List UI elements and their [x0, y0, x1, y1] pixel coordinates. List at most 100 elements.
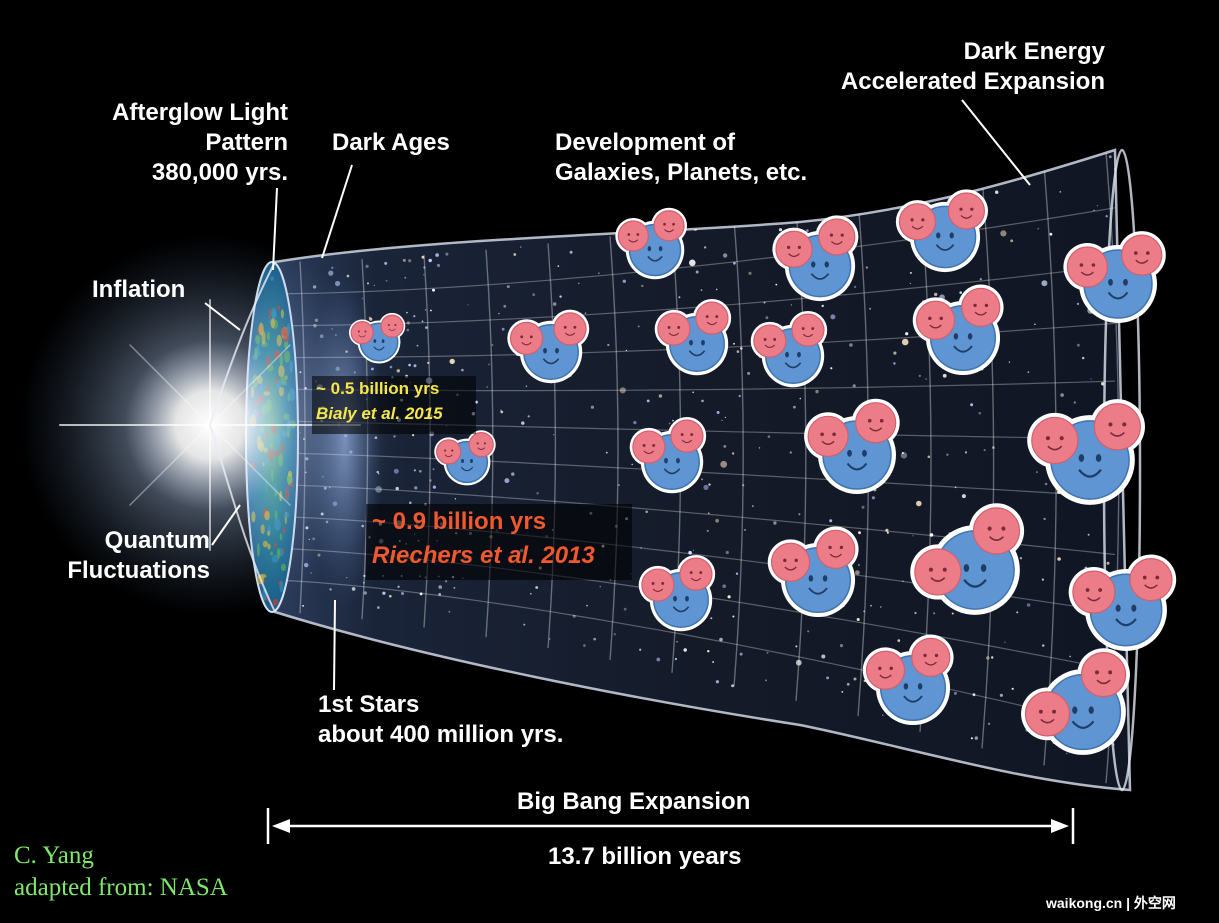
eye	[1131, 604, 1137, 612]
galaxy-speck	[622, 279, 626, 283]
galaxy-speck	[625, 349, 628, 351]
water-molecule	[910, 503, 1025, 615]
hydrogen-atom	[641, 568, 675, 602]
galaxy-speck	[331, 266, 334, 269]
galaxy-speck	[1082, 356, 1085, 360]
galaxy-speck	[688, 550, 692, 555]
galaxy-speck	[738, 394, 741, 398]
galaxy-speck	[467, 304, 469, 306]
galaxy-speck	[1011, 687, 1014, 690]
hydrogen-atom	[1024, 691, 1071, 737]
galaxy-speck	[830, 314, 836, 320]
galaxy-speck	[815, 389, 819, 394]
eye	[879, 418, 884, 423]
eye	[797, 351, 801, 358]
eye	[967, 333, 973, 340]
hydrogen-atom	[791, 313, 825, 347]
galaxy-speck	[692, 549, 695, 551]
eye	[652, 444, 656, 447]
smile	[1107, 291, 1129, 300]
smile	[784, 362, 802, 369]
galaxy-speck	[1000, 230, 1007, 237]
eye	[824, 261, 829, 268]
galaxy-speck	[461, 368, 464, 372]
galaxy-speck	[742, 484, 745, 487]
galaxy-speck	[548, 638, 551, 640]
eye	[1146, 251, 1150, 255]
galaxy-speck	[731, 452, 735, 455]
galaxy-speck	[1060, 393, 1064, 397]
galaxy-speck	[748, 271, 752, 275]
bialy-annotation: ~ 0.5 billion yrs Bialy et al. 2015	[312, 376, 476, 434]
galaxy-speck	[708, 512, 710, 514]
smile	[663, 468, 681, 475]
galaxy-speck	[901, 338, 909, 346]
eye	[903, 683, 909, 690]
smile	[846, 462, 868, 471]
galaxy-speck	[855, 570, 860, 575]
water-molecule	[1068, 554, 1177, 651]
hydrogen-atom	[855, 402, 897, 444]
galaxy-speck	[909, 271, 912, 274]
eye	[563, 325, 567, 329]
galaxy-speck	[501, 327, 505, 331]
hydrogen-atom	[1121, 234, 1163, 276]
galaxy-speck	[504, 478, 510, 484]
galaxy-speck	[428, 258, 432, 263]
galaxy-speck	[1057, 557, 1061, 561]
galaxy-speck	[1034, 323, 1036, 326]
galaxy-speck	[397, 585, 400, 588]
galaxy-speck	[328, 270, 334, 276]
galaxy-speck	[641, 284, 644, 288]
eye	[828, 545, 832, 550]
eye	[387, 324, 390, 326]
hydrogen-atom	[961, 287, 1001, 327]
eye	[973, 303, 977, 308]
galaxy-speck	[1026, 603, 1031, 607]
galaxy-speck	[736, 350, 740, 353]
smile	[924, 661, 937, 666]
smile	[681, 439, 693, 444]
galaxy-speck	[999, 693, 1004, 697]
eye	[829, 233, 834, 237]
galaxy-speck	[559, 295, 562, 298]
smile	[358, 335, 366, 338]
galaxy-speck	[1043, 517, 1046, 521]
galaxy-speck	[672, 419, 674, 422]
eye	[451, 449, 454, 452]
galaxy-speck	[409, 501, 412, 505]
eye	[647, 246, 652, 252]
eye	[1059, 436, 1064, 441]
water-molecule	[862, 634, 954, 726]
galaxy-speck	[521, 421, 525, 425]
galaxy-speck	[766, 651, 769, 654]
inflation-lower-edge	[209, 424, 276, 613]
galaxy-speck	[419, 470, 422, 473]
galaxy-speck	[765, 316, 769, 320]
galaxy-speck	[821, 654, 826, 659]
smile	[628, 239, 639, 243]
galaxy-speck	[723, 445, 727, 448]
galaxy-speck	[871, 496, 876, 500]
galaxy-speck	[886, 531, 889, 534]
galaxy-speck	[438, 585, 443, 589]
eye	[470, 458, 473, 464]
eye	[357, 330, 360, 333]
eye	[685, 595, 689, 602]
eye	[1088, 706, 1094, 714]
galaxy-speck	[607, 343, 610, 347]
smile	[388, 328, 396, 331]
galaxy-speck	[703, 484, 709, 490]
galaxy-speck	[715, 680, 720, 684]
galaxy-speck	[593, 637, 597, 641]
galaxy-speck	[744, 528, 746, 531]
smile	[643, 450, 655, 454]
hydrogen-atom	[468, 432, 494, 458]
galaxy-speck	[645, 510, 648, 514]
eye	[928, 316, 932, 321]
eye	[461, 458, 464, 464]
eye	[1094, 670, 1099, 675]
galaxy-speck	[841, 691, 844, 693]
galaxy-speck	[435, 253, 439, 257]
water-molecule	[507, 309, 590, 384]
